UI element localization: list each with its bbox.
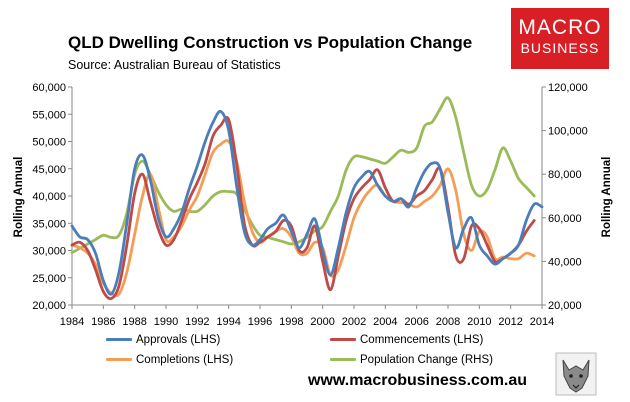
- y-tick-label-left: 45,000: [32, 164, 66, 176]
- website-url: www.macrobusiness.com.au: [308, 372, 528, 389]
- x-tick-label: 1988: [122, 316, 146, 328]
- legend-label-approvals: Approvals (LHS): [136, 334, 221, 346]
- x-tick-label: 1984: [60, 316, 84, 328]
- macrobusiness-logo: MACRO BUSINESS: [511, 8, 609, 69]
- legend-item-approvals: Approvals (LHS): [106, 334, 220, 346]
- x-tick-label: 1998: [279, 316, 303, 328]
- x-tick-label: 1990: [154, 316, 178, 328]
- logo-line-1: MACRO: [518, 16, 602, 39]
- logo-line-2: BUSINESS: [520, 40, 600, 56]
- y-tick-label-left: 50,000: [32, 137, 66, 149]
- x-tick-label: 1992: [185, 316, 209, 328]
- x-tick-label: 1986: [91, 316, 115, 328]
- legend-swatch-approvals: [106, 338, 132, 342]
- legend-item-commencements: Commencements (LHS): [330, 334, 483, 346]
- y-tick-label-right: 80,000: [548, 169, 582, 181]
- legend-swatch-population: [330, 358, 356, 362]
- y-tick-label-right: 60,000: [548, 213, 582, 225]
- x-tick-label: 2014: [530, 316, 554, 328]
- y-tick-label-left: 30,000: [32, 246, 66, 258]
- x-tick-label: 1996: [248, 316, 272, 328]
- y-tick-label-left: 55,000: [32, 109, 66, 121]
- legend-item-completions: Completions (LHS): [106, 354, 233, 366]
- x-tick-label: 2004: [373, 316, 397, 328]
- legend-item-population: Population Change (RHS): [330, 354, 493, 366]
- wolf-logo-icon: [555, 352, 597, 396]
- y-tick-label-right: 100,000: [548, 126, 588, 138]
- legend-label-population: Population Change (RHS): [360, 354, 493, 366]
- x-tick-label: 2010: [467, 316, 491, 328]
- x-tick-label: 2002: [342, 316, 366, 328]
- legend-label-completions: Completions (LHS): [136, 354, 234, 366]
- y-tick-label-left: 40,000: [32, 191, 66, 203]
- y-tick-label-right: 120,000: [548, 82, 588, 94]
- y-tick-label-left: 60,000: [32, 82, 66, 94]
- chart-series: [70, 96, 544, 301]
- series-line-commencements: [70, 116, 536, 301]
- x-tick-label: 2000: [310, 316, 334, 328]
- y-axis-label-right: Rolling Annual: [601, 157, 613, 238]
- chart-legend: Approvals (LHS) Commencements (LHS) Comp…: [106, 334, 526, 374]
- legend-swatch-completions: [106, 358, 132, 362]
- y-tick-label-right: 20,000: [548, 300, 582, 312]
- legend-swatch-commencements: [330, 338, 356, 342]
- y-tick-label-left: 35,000: [32, 218, 66, 230]
- chart-subtitle: Source: Australian Bureau of Statistics: [68, 58, 281, 72]
- x-tick-label: 2012: [498, 316, 522, 328]
- x-tick-label: 2008: [436, 316, 460, 328]
- chart-axes: 20,000 25,000 30,000 35,000 40,000 45,000 50,0…: [32, 82, 587, 328]
- legend-label-commencements: Commencements (LHS): [360, 334, 484, 346]
- y-tick-label-left: 20,000: [32, 300, 66, 312]
- y-axis-label-left: Rolling Annual: [13, 157, 25, 238]
- x-tick-label: 1994: [216, 316, 240, 328]
- x-tick-label: 2006: [404, 316, 428, 328]
- series-line-approvals: [70, 109, 544, 296]
- chart-title: QLD Dwelling Construction vs Population …: [68, 33, 473, 52]
- y-tick-label-right: 40,000: [548, 256, 582, 268]
- y-tick-label-left: 25,000: [32, 273, 66, 285]
